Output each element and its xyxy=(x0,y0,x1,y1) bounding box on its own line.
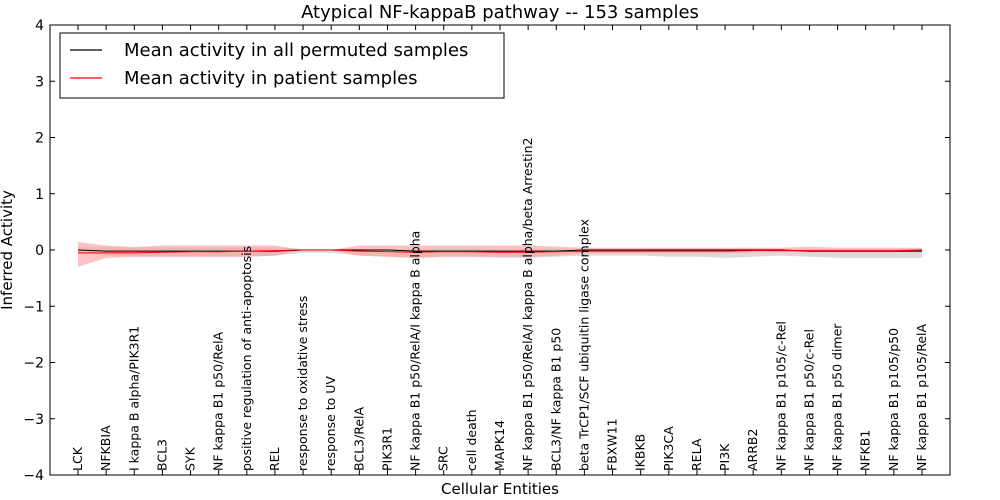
x-tick-label: NF kappa B1 p50/RelA xyxy=(211,331,226,471)
chart-title: Atypical NF-kappaB pathway -- 153 sample… xyxy=(301,2,699,23)
legend: Mean activity in all permuted samples Mea… xyxy=(59,32,505,99)
y-tick-label: 2 xyxy=(35,131,44,147)
x-tick-label: NF kappa B1 p105/RelA xyxy=(914,324,929,471)
x-tick-label: RELA xyxy=(689,438,704,471)
x-tick-label: ARRB2 xyxy=(745,429,760,471)
x-tick-label: IKBKB xyxy=(633,434,648,471)
y-axis-label: Inferred Activity xyxy=(0,190,16,310)
x-tick-label: NF kappa B1 p105/c-Rel xyxy=(773,321,788,471)
x-tick-label: PIK3CA xyxy=(661,426,676,471)
x-axis-label: Cellular Entities xyxy=(441,480,559,498)
x-tick-label: PIK3R1 xyxy=(379,427,394,471)
y-tick-label: −2 xyxy=(23,356,44,372)
x-tick-label: BCL3/RelA xyxy=(351,407,366,471)
x-tick-label: NF kappa B1 p50/RelA/I kappa B alpha xyxy=(408,231,423,471)
legend-label: Mean activity in patient samples xyxy=(124,68,418,89)
x-tick-label: cell death xyxy=(464,409,479,471)
legend-label: Mean activity in all permuted samples xyxy=(124,40,468,61)
y-tick-label: 4 xyxy=(35,18,44,34)
y-tick-label: 1 xyxy=(35,187,44,203)
x-tick-label: MAPK14 xyxy=(492,420,507,471)
y-tick-label: 0 xyxy=(35,243,44,259)
x-tick-label: REL xyxy=(267,447,282,471)
x-tick-label: BCL3/NF kappa B1 p50 xyxy=(548,328,563,471)
plot-area xyxy=(77,242,923,267)
series-line-1 xyxy=(78,249,923,254)
x-tick-label: NFKBIA xyxy=(98,425,113,471)
x-tick-label: response to UV xyxy=(323,376,338,471)
series-line-0 xyxy=(77,249,922,252)
x-tick-label: NF kappa B1 p50/RelA/I kappa B alpha/bet… xyxy=(520,138,535,472)
x-tick-label: positive regulation of anti-apoptosis xyxy=(239,246,254,471)
x-tick-label: LCK xyxy=(70,446,85,471)
y-tick-label: 3 xyxy=(35,74,44,90)
y-tick-label: −1 xyxy=(23,299,44,315)
x-tick-label: beta TrCP1/SCF ubiquitin ligase complex xyxy=(576,219,591,471)
series-band-1 xyxy=(78,242,922,267)
x-tick-label: SYK xyxy=(183,446,198,471)
x-tick-label: BCL3 xyxy=(154,439,169,471)
x-tick-label: SRC xyxy=(436,446,451,471)
legend-box xyxy=(59,32,505,99)
x-tick-label: response to oxidative stress xyxy=(295,296,310,471)
x-tick-label: NFKB1 xyxy=(858,430,873,471)
y-tick-label: −4 xyxy=(23,468,44,484)
x-tick-label: NF kappa B1 p105/p50 xyxy=(886,328,901,471)
x-tick-label: I kappa B alpha/PIK3R1 xyxy=(126,326,141,471)
x-tick-label: NF kappa B1 p50 dimer xyxy=(830,323,845,471)
x-tick-label: NF kappa B1 p50/c-Rel xyxy=(801,329,816,471)
x-tick-label: FBXW11 xyxy=(605,418,620,471)
x-tick-label: PI3K xyxy=(717,443,732,471)
y-tick-label: −3 xyxy=(23,412,44,428)
